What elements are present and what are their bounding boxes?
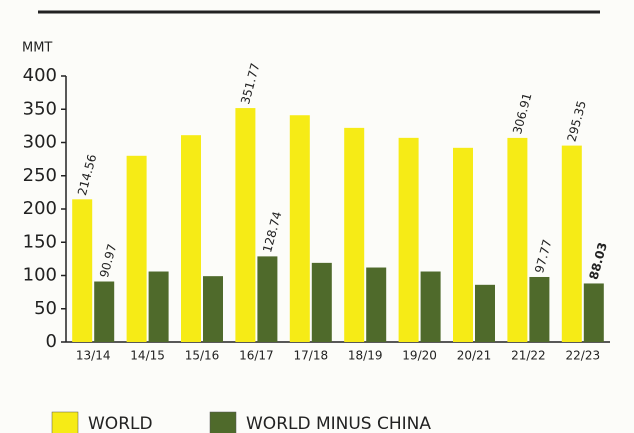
x-tick-label: 13/14	[76, 349, 111, 363]
y-tick-label: 50	[34, 298, 57, 319]
value-label: 97.77	[532, 238, 554, 275]
bar	[453, 147, 473, 342]
bar	[475, 284, 495, 342]
bar	[420, 271, 441, 342]
bar	[344, 127, 365, 343]
bar	[583, 283, 604, 342]
bar	[366, 267, 387, 342]
value-label: 295.35	[565, 99, 589, 143]
x-tick-label: 19/20	[402, 349, 437, 363]
y-tick-label: 200	[23, 198, 57, 219]
bar	[507, 137, 528, 342]
bar	[398, 137, 419, 342]
y-tick-label: 400	[23, 65, 57, 86]
value-label: 88.03	[587, 241, 610, 281]
bar	[72, 199, 93, 342]
bar	[148, 271, 169, 342]
x-tick-label: 20/21	[457, 349, 492, 363]
x-tick-label: 18/19	[348, 349, 383, 363]
x-tick-label: 22/23	[566, 349, 601, 363]
bar	[203, 276, 223, 342]
y-tick-label: 0	[46, 331, 57, 352]
legend-swatch	[51, 411, 79, 433]
y-tick-label: 350	[23, 98, 57, 119]
y-tick-label: 150	[23, 231, 57, 252]
value-label: 128.74	[260, 210, 284, 254]
value-label: 214.56	[75, 153, 99, 197]
legend-label: WORLD	[88, 414, 153, 433]
y-tick-label: 100	[23, 265, 57, 286]
x-tick-label: 16/17	[239, 349, 274, 363]
bar	[94, 281, 115, 342]
y-tick-label: 300	[23, 132, 57, 153]
value-label: 306.91	[510, 91, 534, 135]
bar	[126, 155, 147, 342]
y-axis-label: MMT	[22, 41, 52, 56]
y-tick-label: 250	[23, 165, 57, 186]
bar	[257, 256, 278, 342]
bar	[311, 262, 332, 342]
bar	[181, 135, 201, 342]
x-tick-label: 14/15	[130, 349, 165, 363]
bar	[561, 145, 582, 342]
bar	[289, 115, 310, 342]
value-label: 351.77	[238, 62, 262, 106]
x-tick-label: 17/18	[294, 349, 329, 363]
legend-swatch	[209, 411, 237, 433]
value-label: 90.97	[97, 242, 119, 279]
x-tick-label: 15/16	[185, 349, 220, 363]
bar	[529, 276, 550, 342]
x-tick-label: 21/22	[511, 349, 546, 363]
legend-label: WORLD MINUS CHINA	[246, 414, 431, 433]
bar	[235, 108, 256, 342]
